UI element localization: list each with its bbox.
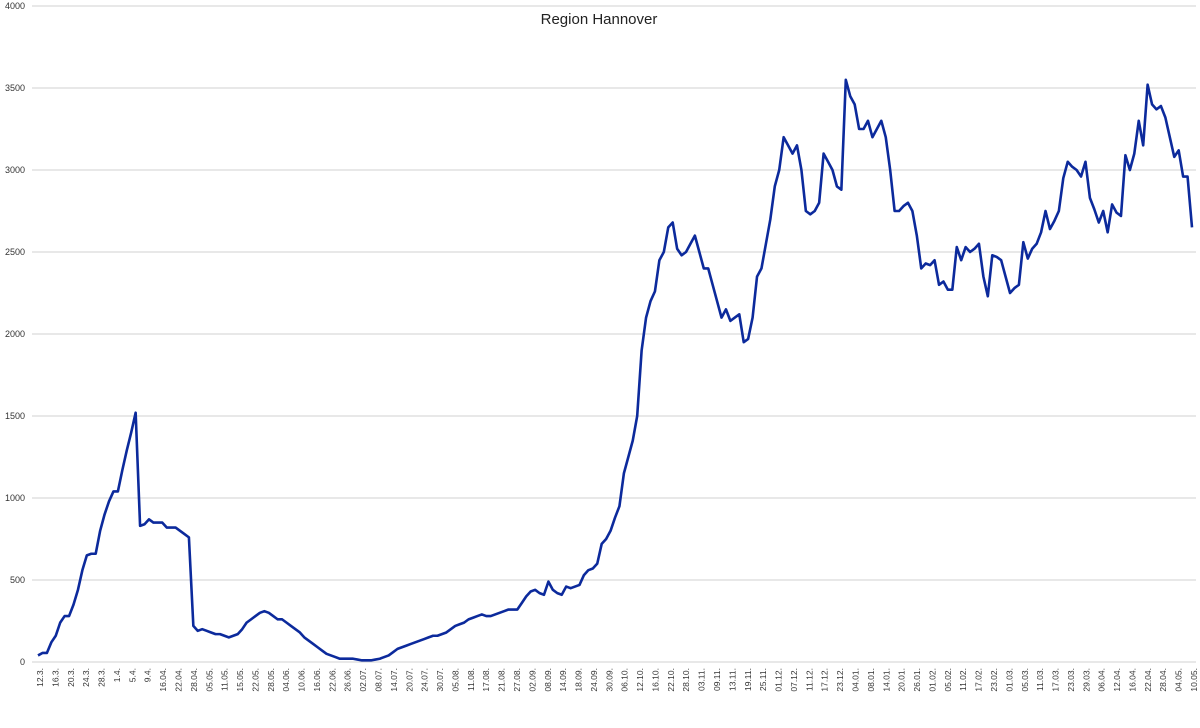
y-tick-label: 4000: [5, 1, 25, 11]
x-tick-label: 22.06.: [327, 668, 337, 692]
x-tick-label: 08.07.: [374, 668, 384, 692]
x-tick-label: 16.04.: [158, 668, 168, 692]
x-tick-label: 14.07.: [389, 668, 399, 692]
x-tick-label: 19.11.: [743, 668, 753, 691]
x-tick-label: 30.09.: [604, 668, 614, 692]
x-tick-label: 05.02.: [943, 668, 953, 692]
x-tick-label: 11.05.: [220, 668, 230, 691]
y-axis-tick-labels: 0 500 1000 1500 2000 2500 3000 3500 4000: [5, 1, 25, 667]
x-tick-label: 24.07.: [420, 668, 430, 692]
x-tick-label: 07.12.: [789, 668, 799, 692]
x-tick-label: 04.05.: [1174, 668, 1184, 692]
series-line: [37, 78, 1194, 662]
x-tick-label: 13.11.: [727, 668, 737, 691]
y-tick-label: 0: [20, 657, 25, 667]
x-tick-label: 16.04.: [1127, 668, 1137, 692]
x-tick-label: 08.09.: [543, 668, 553, 692]
x-tick-label: 23.02.: [989, 668, 999, 692]
y-tick-label: 1000: [5, 493, 25, 503]
y-tick-label: 2000: [5, 329, 25, 339]
x-tick-label: 14.01.: [881, 668, 891, 692]
x-tick-label: 05.03.: [1020, 668, 1030, 692]
x-tick-label: 11.02.: [958, 668, 968, 691]
x-tick-label: 24.09.: [589, 668, 599, 692]
x-tick-label: 11.08.: [466, 668, 476, 691]
x-tick-label: 16.10.: [650, 668, 660, 692]
x-tick-label: 09.11.: [712, 668, 722, 691]
x-tick-label: 06.04.: [1097, 668, 1107, 692]
y-tick-label: 3000: [5, 165, 25, 175]
x-tick-label: 30.07.: [435, 668, 445, 692]
x-tick-label: 02.09.: [527, 668, 537, 692]
x-tick-label: 29.03.: [1081, 668, 1091, 692]
gridlines: [32, 5, 1196, 663]
x-tick-label: 14.09.: [558, 668, 568, 692]
x-tick-label: 20.3.: [66, 668, 76, 687]
x-tick-label: 11.12.: [804, 668, 814, 691]
x-tick-label: 16.06.: [312, 668, 322, 692]
x-tick-label: 01.02.: [927, 668, 937, 692]
x-tick-label: 20.01.: [897, 668, 907, 692]
x-tick-label: 05.08.: [450, 668, 460, 692]
x-tick-label: 20.07.: [404, 668, 414, 692]
x-tick-label: 10.06.: [297, 668, 307, 692]
x-tick-label: 22.10.: [666, 668, 676, 692]
x-tick-label: 17.02.: [974, 668, 984, 692]
x-tick-label: 9.4.: [143, 668, 153, 682]
x-tick-label: 08.01.: [866, 668, 876, 692]
x-tick-label: 04.06.: [281, 668, 291, 692]
x-tick-label: 04.01.: [850, 668, 860, 692]
x-tick-label: 28.04.: [189, 668, 199, 692]
x-tick-label: 22.04.: [173, 668, 183, 692]
x-tick-label: 05.05.: [204, 668, 214, 692]
x-tick-label: 28.3.: [97, 668, 107, 687]
x-tick-label: 26.01.: [912, 668, 922, 692]
x-tick-label: 15.05.: [235, 668, 245, 692]
x-tick-label: 12.04.: [1112, 668, 1122, 692]
x-tick-label: 11.03.: [1035, 668, 1045, 691]
x-tick-label: 28.10.: [681, 668, 691, 692]
y-tick-label: 3500: [5, 83, 25, 93]
x-tick-label: 22.05.: [250, 668, 260, 692]
y-tick-label: 500: [10, 575, 25, 585]
y-tick-label: 1500: [5, 411, 25, 421]
x-tick-label: 1.4.: [112, 668, 122, 682]
x-tick-label: 12.10.: [635, 668, 645, 692]
x-tick-label: 17.08.: [481, 668, 491, 692]
x-tick-label: 23.12.: [835, 668, 845, 692]
x-tick-label: 01.12.: [774, 668, 784, 692]
x-tick-label: 16.3.: [50, 668, 60, 687]
x-tick-label: 28.04.: [1158, 668, 1168, 692]
x-tick-label: 06.10.: [620, 668, 630, 692]
x-tick-label: 28.05.: [266, 668, 276, 692]
x-tick-label: 02.07.: [358, 668, 368, 692]
x-tick-label: 5.4.: [127, 668, 137, 682]
x-tick-label: 27.08.: [512, 668, 522, 692]
x-tick-label: 22.04.: [1143, 668, 1153, 692]
x-tick-label: 17.03.: [1051, 668, 1061, 692]
x-tick-label: 18.09.: [574, 668, 584, 692]
chart-title: Region Hannover: [541, 11, 658, 28]
x-tick-label: 25.11.: [758, 668, 768, 691]
x-tick-label: 10.05.: [1189, 668, 1199, 692]
x-tick-label: 17.12.: [820, 668, 830, 692]
x-tick-label: 23.03.: [1066, 668, 1076, 692]
x-tick-label: 03.11.: [697, 668, 707, 691]
y-tick-label: 2500: [5, 247, 25, 257]
x-axis-tick-labels: 12.3. 16.3. 20.3. 24.3. 28.3. 1.4. 5.4. 9.4. 16.…: [35, 668, 1199, 692]
x-tick-label: 24.3.: [81, 668, 91, 687]
x-tick-label: 21.08.: [497, 668, 507, 692]
x-tick-label: 12.3.: [35, 668, 45, 687]
x-tick-label: 01.03.: [1004, 668, 1014, 692]
x-tick-label: 26.06.: [343, 668, 353, 692]
